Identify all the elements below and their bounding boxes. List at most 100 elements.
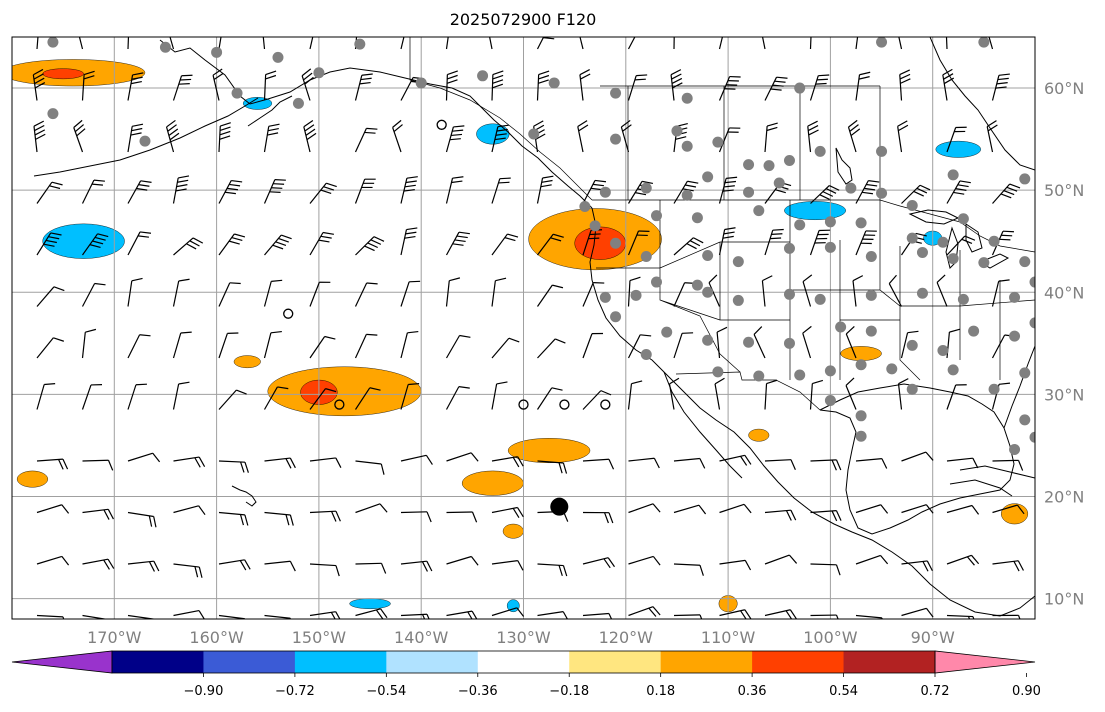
wind-barb — [36, 286, 65, 307]
wind-barb — [173, 505, 206, 516]
colorbar-segment — [477, 651, 570, 673]
wind-barb — [446, 511, 478, 523]
wind-barb — [354, 282, 378, 307]
station-marker — [988, 235, 1000, 247]
wind-barb — [719, 454, 752, 466]
wind-barb — [303, 120, 317, 153]
wind-barb — [946, 504, 980, 515]
wind-barb — [446, 452, 479, 462]
station-marker — [610, 311, 622, 323]
station-marker — [681, 140, 693, 152]
wind-barb — [852, 275, 864, 307]
wind-barb — [263, 330, 282, 359]
wind-barb — [899, 69, 911, 101]
wind-barb — [620, 119, 632, 153]
wind-barb — [263, 70, 277, 101]
shaded-region-12 — [233, 355, 261, 369]
wind-barb — [173, 237, 204, 256]
shaded-region-21 — [506, 599, 520, 613]
wind-barb — [263, 279, 283, 307]
station-marker — [876, 187, 888, 199]
wind-barb — [946, 457, 979, 469]
station-marker — [650, 276, 662, 288]
wind-barb — [33, 120, 46, 153]
station-marker — [865, 289, 877, 301]
station-marker — [855, 217, 867, 229]
colorbar-tick-label: −0.90 — [184, 684, 224, 699]
coastline-hudson-bay — [929, 37, 1035, 171]
wind-barb — [670, 69, 683, 101]
station-marker — [1019, 414, 1031, 426]
wind-barb — [673, 180, 699, 204]
station-marker — [579, 200, 591, 212]
wind-barb — [82, 233, 109, 256]
station-marker — [763, 160, 775, 172]
wind-barb — [491, 70, 504, 101]
wind-barb — [218, 511, 249, 526]
wind-barb — [855, 230, 877, 256]
wind-barb — [627, 334, 652, 359]
wind-barb — [855, 37, 859, 50]
hawaii-islands — [231, 485, 257, 507]
wind-barb — [718, 37, 724, 50]
station-marker — [691, 279, 703, 291]
wind-barb — [172, 381, 190, 410]
wind-barb — [491, 277, 507, 307]
wind-barb — [491, 381, 508, 410]
wind-barb — [810, 614, 839, 619]
wind-barb — [355, 503, 388, 514]
station-marker — [477, 70, 489, 82]
coastline-gulf-of-mexico — [819, 383, 1015, 535]
lake-winnipeg — [835, 147, 853, 185]
wind-barb — [582, 179, 607, 204]
wind-barb — [127, 452, 161, 463]
station-marker — [1029, 276, 1035, 288]
wind-barb — [354, 387, 381, 410]
station-marker — [794, 219, 806, 231]
wind-barb — [491, 456, 524, 468]
wind-barb — [718, 127, 741, 153]
station-marker — [681, 189, 693, 201]
wind-barb — [36, 458, 69, 470]
station-marker — [876, 145, 888, 157]
wind-barb — [264, 511, 294, 526]
station-marker — [640, 182, 652, 194]
longitude-tick-label: 140°W — [394, 628, 449, 647]
longitude-tick-label: 160°W — [189, 628, 244, 647]
latitude-tick-label: 30°N — [1044, 385, 1084, 404]
wind-barb — [400, 227, 418, 256]
wind-barb — [673, 332, 694, 359]
wind-barb — [127, 277, 143, 307]
station-marker — [906, 199, 918, 211]
wind-barb — [445, 70, 458, 101]
wind-barb — [537, 338, 566, 359]
station-marker — [824, 394, 836, 406]
wind-barb — [81, 179, 105, 204]
wind-barb — [264, 560, 296, 572]
wind-barb — [582, 458, 615, 470]
wind-barb — [708, 274, 721, 307]
station-marker — [794, 82, 806, 94]
wind-barb — [942, 68, 955, 101]
station-marker — [773, 177, 785, 189]
wind-barb — [36, 181, 63, 204]
wind-barb — [537, 284, 564, 307]
wind-barb — [582, 390, 612, 410]
wind-barb — [900, 330, 919, 359]
wind-barb — [36, 232, 62, 256]
wind-barb — [263, 179, 286, 204]
colorbar-outline — [111, 650, 936, 674]
wind-barb — [582, 332, 604, 359]
wind-barb — [628, 503, 661, 514]
wind-barb — [992, 459, 1024, 471]
wind-barb — [764, 122, 778, 153]
wind-barb — [901, 560, 933, 572]
wind-barb — [810, 459, 842, 471]
wind-barbs — [32, 37, 1025, 619]
colorbar-tick-label: 0.36 — [738, 684, 767, 699]
great-lake-huron — [965, 223, 983, 253]
wind-barb — [81, 384, 103, 410]
station-marker — [978, 257, 990, 269]
station-marker — [794, 369, 806, 381]
wind-barb — [668, 377, 680, 410]
